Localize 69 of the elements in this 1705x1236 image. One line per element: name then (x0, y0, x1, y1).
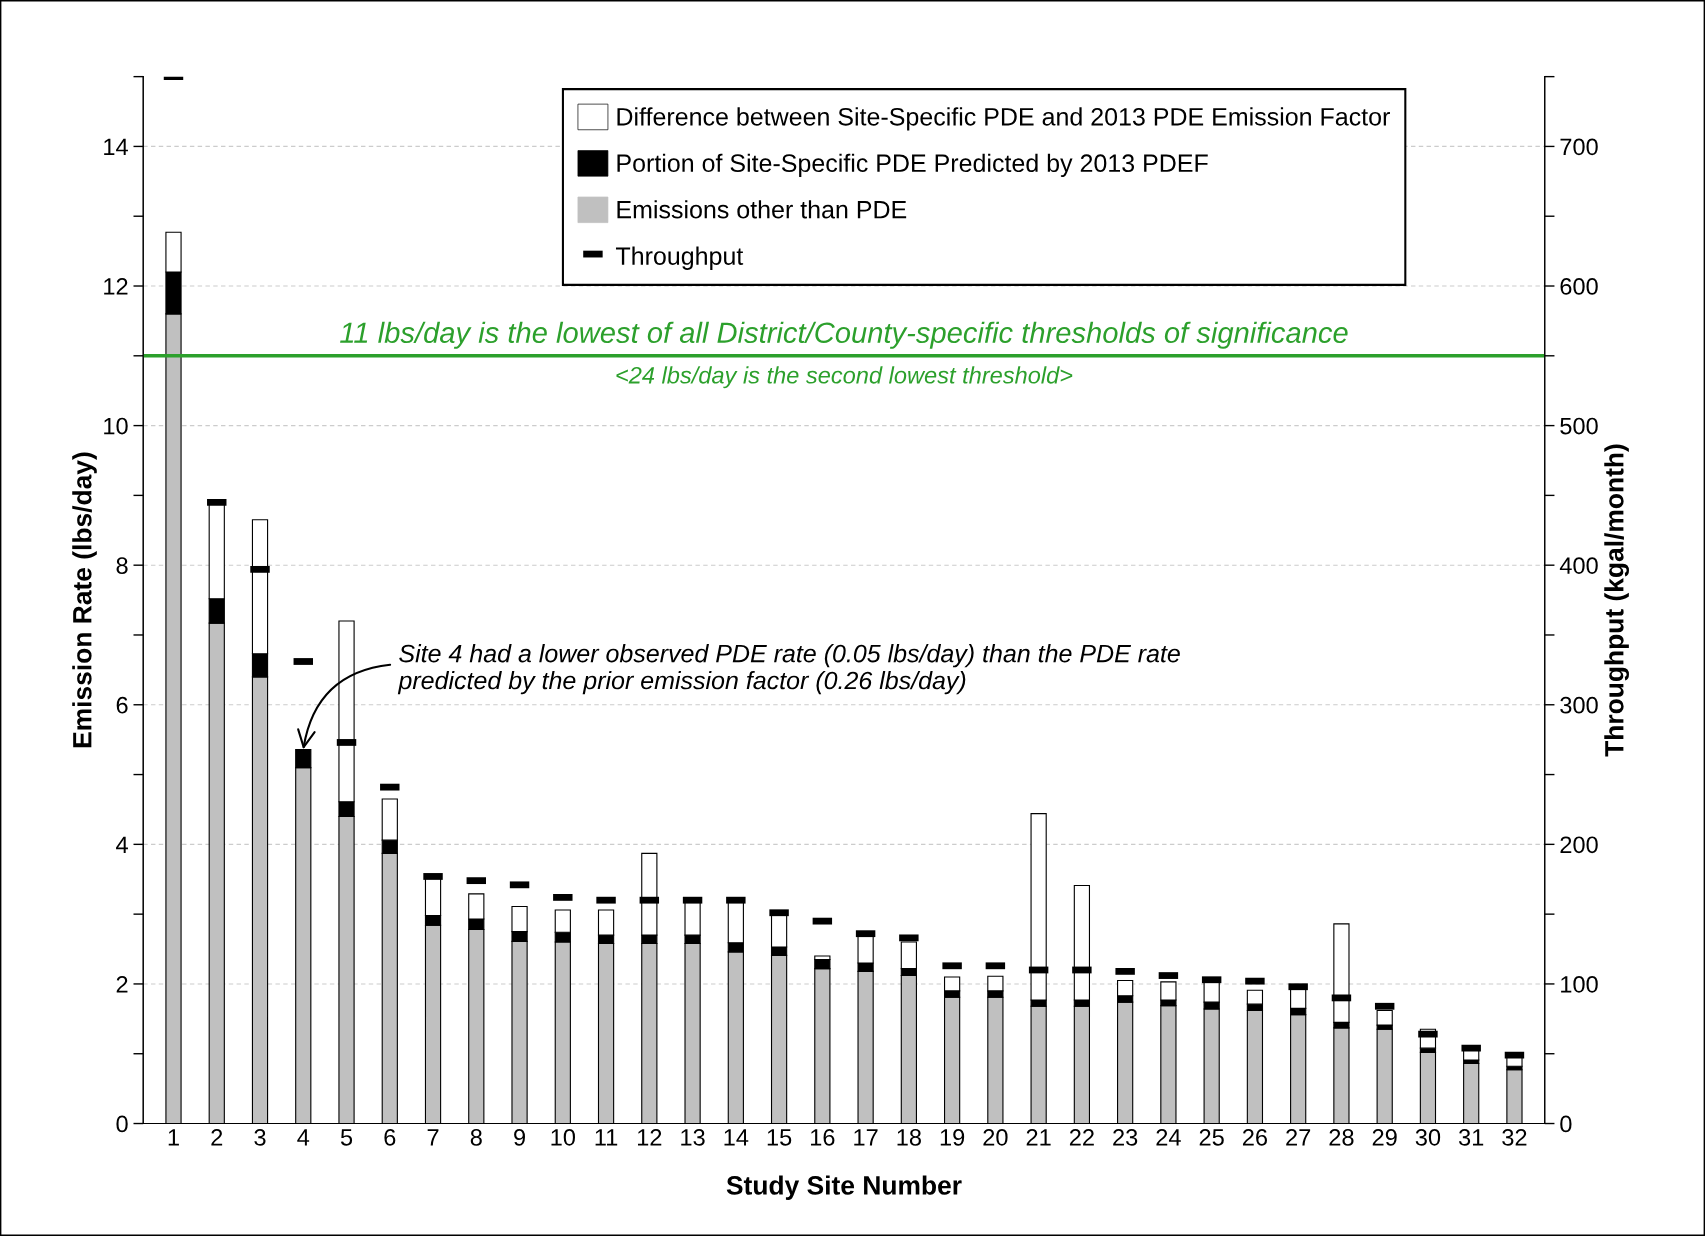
legend-label: Difference between Site-Specific PDE and 2013 PDE Emission Factor (617, 107, 1390, 131)
x-tick-label: 13 (681, 1129, 705, 1146)
y2-tick-label: 500 (1560, 417, 1598, 435)
bar (1030, 1005, 1047, 1124)
legend-label: Emissions other than PDE (617, 200, 907, 219)
y2-tick-label: 0 (1560, 1115, 1572, 1133)
y-axis-title: Emission Rate (lbs/day) (72, 452, 97, 748)
x-tick-label: 1 (168, 1129, 179, 1146)
annotation: <24 lbs/day is the second lowest threshold> (616, 366, 1073, 389)
bar (943, 996, 961, 1124)
x-tick-label: 4 (297, 1129, 310, 1146)
y2-tick-label: 200 (1560, 836, 1598, 854)
y2-tick-label: 400 (1559, 557, 1598, 574)
y-tick-label: 0 (116, 1115, 128, 1133)
y-tick-label: 14 (104, 138, 128, 155)
x-tick-label: 27 (1286, 1129, 1311, 1146)
x-axis-title: Study Site Number (726, 1175, 962, 1200)
bar (1419, 1051, 1437, 1124)
annotation: Site 4 had a lower observed PDE rate (0.05 lbs/day) than the PDE rate predicted by the prior emission factor (0.26 lbs/day) (397, 644, 1180, 695)
x-tick-label: 16 (811, 1129, 835, 1146)
x-tick-label: 5 (340, 1129, 353, 1146)
x-tick-label: 28 (1329, 1129, 1354, 1146)
y2-tick-label: 600 (1560, 278, 1598, 295)
x-tick-label: 24 (1156, 1129, 1181, 1146)
x-tick-label: 29 (1372, 1129, 1397, 1146)
legend-label: Throughput (615, 246, 744, 270)
x-tick-label: 26 (1242, 1129, 1268, 1146)
bar (987, 996, 1004, 1124)
x-tick-label: 20 (983, 1129, 1008, 1146)
y-tick-label: 12 (104, 278, 128, 295)
x-tick-label: 15 (767, 1129, 792, 1146)
y-tick-label: 2 (116, 976, 128, 993)
x-tick-label: 22 (1069, 1129, 1094, 1146)
x-tick-label: 11 (595, 1129, 618, 1146)
y2-tick-label: 100 (1561, 976, 1598, 993)
y-tick-label: 4 (116, 836, 128, 853)
bar (1246, 1009, 1264, 1124)
y2-tick-label: 700 (1560, 138, 1598, 156)
x-tick-label: 14 (724, 1129, 749, 1146)
x-tick-label: 31 (1458, 1129, 1484, 1146)
x-tick-label: 25 (1199, 1129, 1224, 1146)
y-tick-label: 8 (116, 557, 128, 574)
bar (1376, 1028, 1393, 1124)
x-tick-label: 30 (1415, 1129, 1441, 1146)
bar (1506, 1069, 1523, 1124)
x-tick-label: 9 (514, 1129, 525, 1146)
bar (1160, 1005, 1177, 1124)
x-tick-label: 32 (1502, 1129, 1527, 1146)
x-tick-label: 12 (637, 1129, 662, 1146)
y-tick-label: 10 (104, 417, 128, 435)
x-tick-label: 18 (897, 1129, 921, 1146)
x-tick-label: 10 (551, 1129, 576, 1146)
x-tick-label: 19 (940, 1129, 965, 1146)
y2-axis-title: Throughput (kgal/month) (1604, 444, 1629, 757)
bar (1333, 1027, 1350, 1124)
ref-line-label: 11 lbs/day is the lowest of all District/County-specific thresholds of significance (340, 321, 1348, 349)
y2-tick-label: 300 (1560, 696, 1598, 714)
bar (1073, 1005, 1091, 1124)
x-tick-label: 21 (1026, 1129, 1051, 1146)
x-tick-label: 2 (211, 1129, 223, 1146)
y-tick-label: 6 (116, 696, 128, 714)
x-tick-label: 17 (854, 1129, 878, 1146)
x-tick-label: 23 (1113, 1129, 1138, 1146)
x-tick-label: 7 (427, 1129, 439, 1146)
x-tick-label: 3 (254, 1129, 266, 1146)
bar (1463, 1062, 1480, 1124)
x-tick-label: 8 (470, 1129, 482, 1146)
x-tick-label: 6 (384, 1129, 396, 1146)
legend-label: Portion of Site-Specific PDE Predicted by 2013 PDEF (617, 153, 1208, 178)
